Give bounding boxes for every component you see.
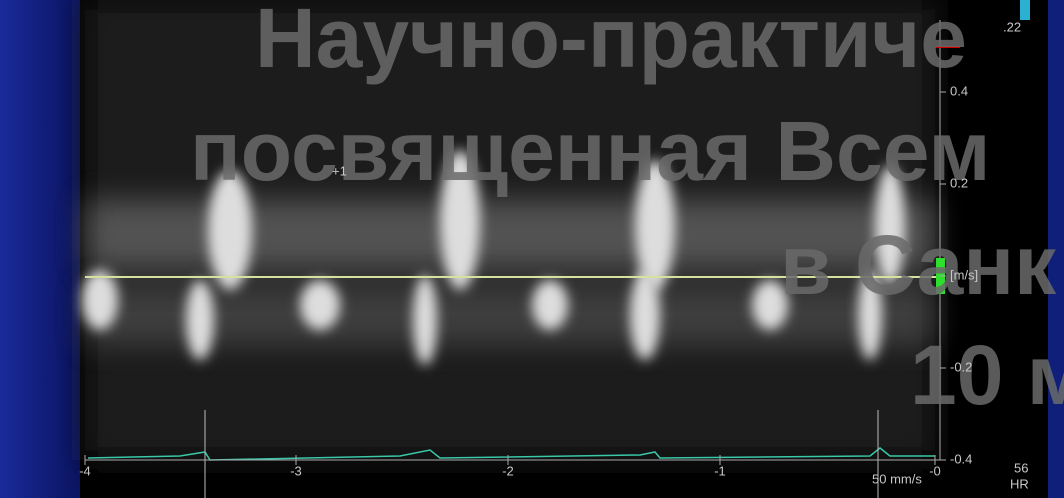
time-axis: -4 -3 -2 -1 -0 xyxy=(79,455,941,478)
watermark-line: Научно-практиче xyxy=(255,0,967,85)
tick-label: -4 xyxy=(79,463,91,478)
tick-label: -1 xyxy=(714,463,726,478)
slide-border-right xyxy=(1048,0,1064,498)
slide-border-left xyxy=(0,0,80,498)
cursor-label: +1 xyxy=(332,163,347,178)
tick-label: -3 xyxy=(290,463,302,478)
spectrum xyxy=(82,0,935,460)
tick-label: -0 xyxy=(929,463,941,478)
tick-label: -2 xyxy=(502,463,514,478)
sweep-speed: 50 mm/s xyxy=(872,471,922,486)
tick-label: [m/s] xyxy=(950,267,978,282)
color-bar xyxy=(1020,0,1030,20)
velocity-axis: 0.4 0.2 [m/s] -0.2 -0.4 xyxy=(940,83,978,466)
heart-rate: 56 xyxy=(1014,460,1028,475)
watermark-line: в Санк xyxy=(780,218,1057,312)
watermark-line: посвященная Всем xyxy=(190,104,990,198)
watermark-line: 10 м xyxy=(910,328,1064,422)
tick-label: -0.4 xyxy=(950,451,972,466)
tick-label: 0.2 xyxy=(950,175,968,190)
tick-label: -0.2 xyxy=(950,359,972,374)
heart-rate-label: HR xyxy=(1010,476,1029,491)
tick-label: 0.4 xyxy=(950,83,968,98)
scale-marker: .22 xyxy=(1003,19,1021,34)
